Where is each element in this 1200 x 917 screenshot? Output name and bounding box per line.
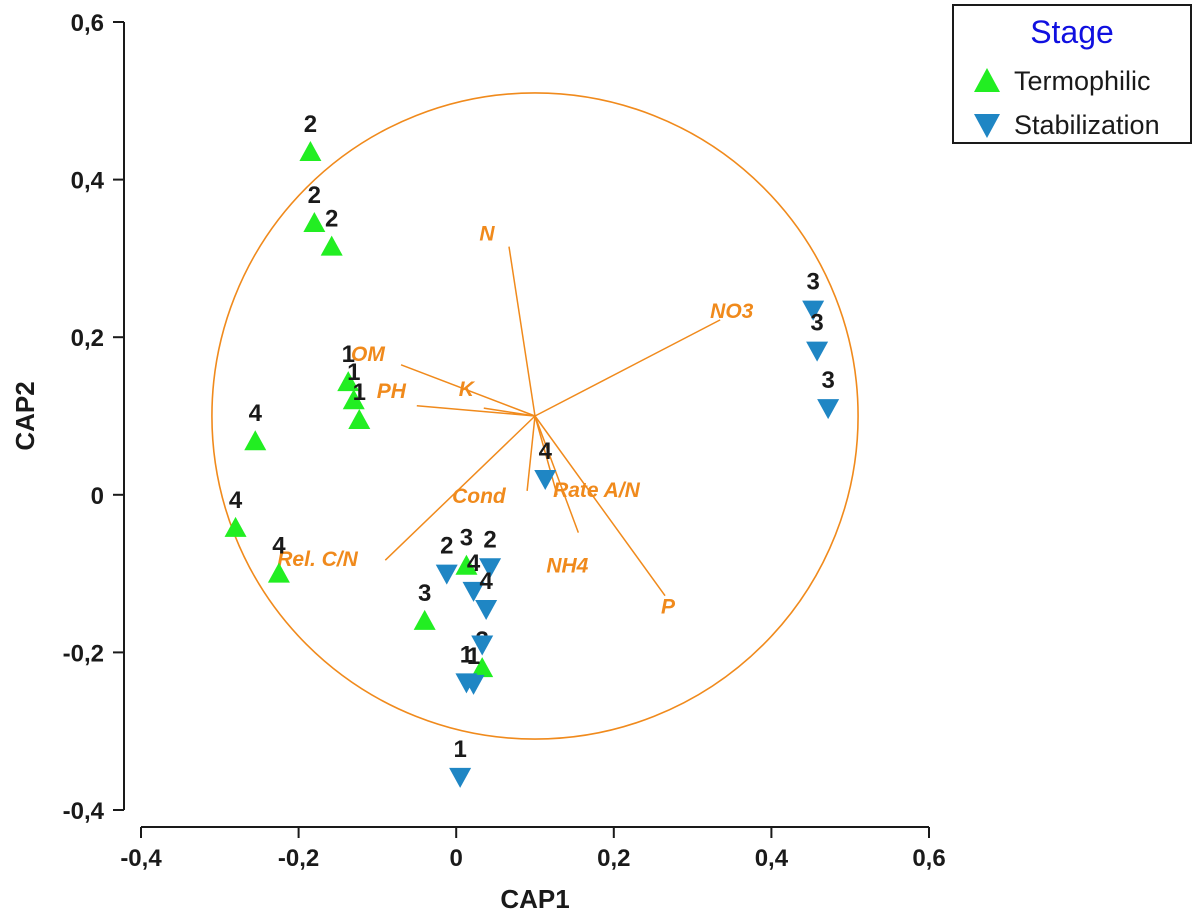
triangle-up-icon	[974, 68, 1000, 92]
legend: Stage Termophilic Stabilization	[952, 4, 1192, 144]
vector-line	[534, 415, 580, 533]
data-point	[534, 470, 557, 491]
legend-item-stabilization: Stabilization	[970, 108, 1160, 142]
vector-label: NH4	[546, 555, 588, 578]
axes: CAP1 CAP2	[10, 22, 929, 914]
data-point	[303, 211, 326, 232]
point-label: 4	[539, 438, 553, 465]
data-point	[462, 581, 485, 602]
data-point	[471, 635, 494, 656]
data-point	[455, 554, 478, 575]
data-point	[224, 516, 247, 537]
y-tick-label: 0,4	[71, 168, 105, 195]
x-tick-label: 0,6	[912, 845, 945, 872]
legend-title: Stage	[1030, 14, 1114, 50]
point-label: 2	[483, 526, 496, 553]
legend-item-termophilic: Termophilic	[970, 64, 1151, 98]
vector-label: Rate A/N	[553, 479, 641, 502]
vector-label: NO3	[710, 300, 754, 323]
vector-label: P	[661, 596, 676, 619]
vector-line	[526, 415, 536, 491]
triangle-down-icon	[974, 114, 1000, 138]
point-label: 3	[806, 269, 819, 296]
point-label: 4	[479, 568, 493, 595]
vector-label: N	[479, 223, 495, 246]
point-label: 3	[460, 525, 473, 552]
data-point	[817, 399, 840, 420]
y-tick-label: -0,2	[63, 640, 104, 667]
x-tick-label: 0,4	[755, 845, 789, 872]
data-point	[267, 562, 290, 583]
legend-label: Stabilization	[1014, 109, 1160, 140]
vector-label: Cond	[452, 485, 507, 508]
y-tick-label: 0,6	[71, 10, 104, 37]
vector-line	[400, 364, 536, 417]
vector-line	[384, 415, 536, 561]
data-point	[471, 657, 494, 678]
point-label: 1	[453, 736, 466, 763]
point-label: 4	[249, 400, 263, 427]
x-tick-label: 0,2	[597, 845, 630, 872]
vector-label: OM	[351, 343, 385, 366]
x-tick-label: -0,4	[120, 845, 162, 872]
y-axis-title: CAP2	[10, 381, 40, 450]
vector-line	[508, 246, 536, 417]
data-points: 22211144433333342244111	[224, 111, 840, 788]
vector-line	[534, 415, 558, 496]
vector-line	[416, 405, 536, 417]
vector-label: Rel. C/N	[277, 548, 358, 571]
data-point	[342, 389, 365, 410]
point-label: 1	[467, 643, 480, 670]
point-label: 1	[460, 641, 473, 668]
y-tick-label: 0	[91, 483, 104, 510]
legend-label: Termophilic	[1014, 65, 1151, 96]
point-label: 4	[229, 487, 243, 514]
data-point	[337, 371, 360, 392]
y-tick-label: -0,4	[63, 798, 105, 825]
data-point	[320, 235, 343, 256]
vector-label: PH	[377, 380, 407, 403]
data-point	[244, 430, 267, 451]
point-label: 2	[440, 533, 453, 560]
data-point	[435, 564, 458, 585]
point-label: 3	[810, 310, 823, 337]
point-label: 2	[308, 182, 321, 209]
x-tick-label: 0	[450, 845, 463, 872]
data-point	[413, 609, 436, 630]
data-point	[449, 767, 472, 788]
vector-line	[534, 415, 666, 597]
vector-label: K	[459, 378, 476, 401]
data-point	[802, 300, 825, 321]
data-point	[806, 341, 829, 362]
point-label: 2	[304, 111, 317, 138]
data-point	[348, 408, 371, 429]
y-tick-label: 0,2	[71, 325, 104, 352]
data-point	[462, 674, 485, 695]
biplot-vectors: N NO3 OM PH K Rel. C/N Cond Rate A/N NH4 P	[211, 92, 859, 740]
point-label: 3	[418, 580, 431, 607]
point-label: 4	[467, 550, 481, 577]
axis-ticks: -0,4 -0,2 0 0,2 0,4 0,6 -0,4 -0,2 0 0,2 0,4 0,6	[63, 10, 946, 872]
vector-line	[483, 407, 536, 417]
data-point	[475, 600, 498, 621]
data-point	[479, 558, 502, 579]
x-tick-label: -0,2	[278, 845, 319, 872]
point-label: 1	[342, 341, 355, 368]
point-label: 4	[272, 533, 286, 560]
data-point	[299, 141, 322, 162]
point-label: 1	[353, 379, 366, 406]
x-axis-title: CAP1	[500, 884, 569, 914]
point-label: 3	[821, 367, 834, 394]
point-label: 1	[347, 359, 360, 386]
vector-line	[534, 319, 721, 417]
correlation-circle	[211, 92, 859, 740]
point-label: 2	[325, 206, 338, 233]
